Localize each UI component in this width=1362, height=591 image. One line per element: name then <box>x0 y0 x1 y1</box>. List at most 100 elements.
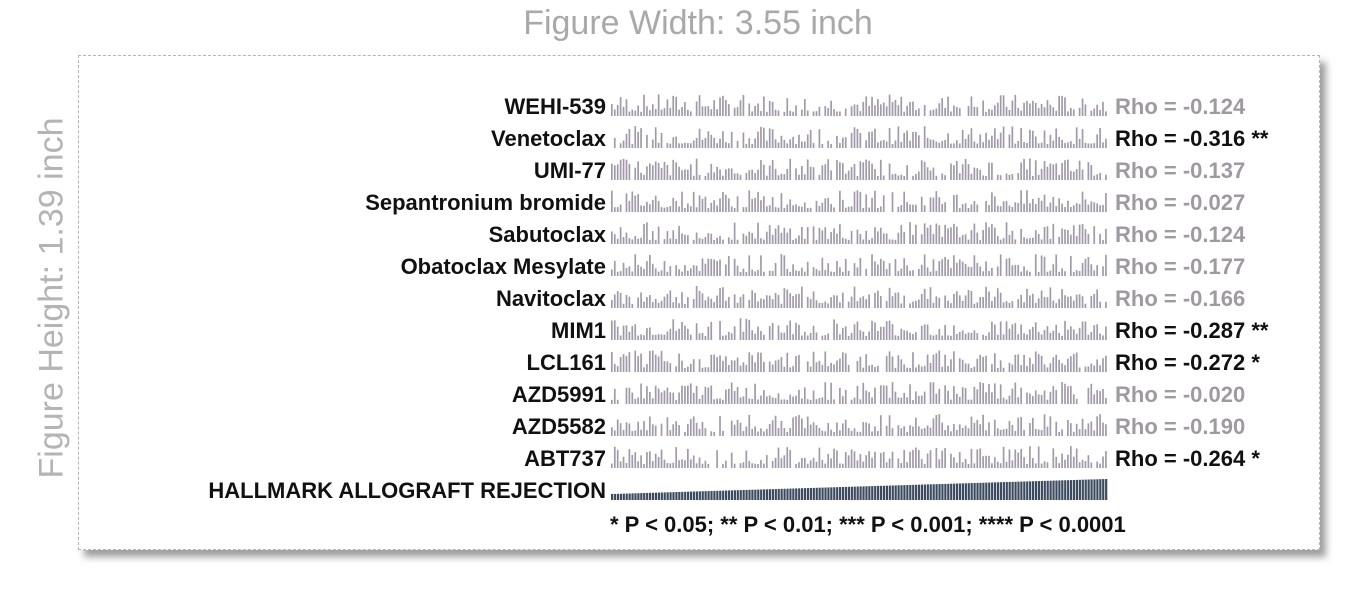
sensitivity-bar <box>760 460 762 468</box>
sensitivity-bar <box>979 382 982 404</box>
sensitivity-bar <box>1049 202 1052 212</box>
sensitivity-bar <box>1096 134 1099 148</box>
sensitivity-bar <box>891 356 894 372</box>
sensitivity-bar <box>833 364 835 372</box>
sensitivity-bar <box>666 417 669 436</box>
drug-label: WEHI-539 <box>505 94 606 119</box>
sensitivity-bar <box>1102 239 1104 244</box>
sensitivity-bar <box>806 335 809 340</box>
sensitivity-bar <box>988 205 990 212</box>
sensitivity-bar <box>783 366 786 372</box>
sensitivity-bar <box>777 294 780 308</box>
sensitivity-bar <box>824 463 827 468</box>
sensitivity-bar <box>824 351 827 372</box>
sensitivity-bar <box>1069 326 1072 340</box>
score-bar <box>771 489 774 500</box>
sensitivity-bar <box>1105 192 1107 212</box>
score-bar <box>1058 480 1061 500</box>
sensitivity-bar <box>935 270 938 276</box>
sensitivity-bar <box>862 207 865 212</box>
score-bar <box>757 489 760 500</box>
sensitivity-bar <box>692 265 695 276</box>
sensitivity-bar <box>1014 449 1017 468</box>
sensitivity-bar <box>996 428 999 436</box>
sensitivity-bar <box>874 366 876 372</box>
sensitivity-bar <box>812 167 815 180</box>
sensitivity-bar <box>751 269 754 276</box>
sensitivity-bar <box>871 238 873 244</box>
sensitivity-bar <box>625 355 628 372</box>
sensitivity-bar <box>742 95 745 116</box>
sensitivity-bar <box>727 104 730 116</box>
sensitivity-bar <box>836 111 838 116</box>
sensitivity-bar <box>684 142 686 148</box>
score-bar <box>988 482 991 500</box>
sensitivity-bar <box>874 128 876 148</box>
sensitivity-bar <box>815 111 818 116</box>
sensitivity-bar <box>695 386 698 404</box>
sensitivity-bar <box>751 233 754 244</box>
sensitivity-bar <box>646 201 648 212</box>
sensitivity-bar <box>967 428 970 436</box>
sensitivity-bar <box>646 166 648 180</box>
sensitivity-bar <box>906 431 908 436</box>
sensitivity-bar <box>812 142 815 148</box>
sensitivity-bar <box>695 101 698 116</box>
sensitivity-bar <box>850 399 853 404</box>
sensitivity-bar <box>748 414 751 436</box>
sensitivity-bar <box>748 138 751 148</box>
sensitivity-bar <box>771 160 774 180</box>
sensitivity-bar <box>1105 451 1107 468</box>
sensitivity-bar <box>1014 323 1017 340</box>
score-bar <box>725 490 728 500</box>
sensitivity-bar <box>646 430 648 436</box>
sensitivity-bar <box>844 258 847 276</box>
score-bar <box>663 492 666 500</box>
sensitivity-bar <box>953 457 955 468</box>
sensitivity-bar <box>903 330 906 340</box>
sensitivity-bar <box>844 389 847 404</box>
sensitivity-bar <box>900 359 903 372</box>
sensitivity-bar <box>912 352 914 372</box>
sensitivity-bar <box>985 200 987 212</box>
sensitivity-bar <box>1090 462 1093 468</box>
sensitivity-bar <box>1058 136 1060 148</box>
sensitivity-bar <box>1046 226 1049 244</box>
score-bar <box>739 490 742 500</box>
sensitivity-bar <box>736 419 739 436</box>
score-bar <box>909 484 912 500</box>
sensitivity-bar <box>970 173 973 180</box>
sensitivity-bar <box>1061 382 1063 404</box>
sensitivity-bar <box>1093 143 1096 148</box>
score-bar <box>964 483 967 500</box>
sensitivity-bar <box>760 126 762 148</box>
sensitivity-bar <box>847 270 850 276</box>
sensitivity-bar <box>1037 331 1040 340</box>
sensitivity-bar <box>1037 394 1040 404</box>
sensitivity-bar <box>748 255 751 276</box>
sensitivity-bar <box>704 106 707 116</box>
sensitivity-bar <box>929 271 932 276</box>
sensitivity-bar <box>1020 110 1022 116</box>
sensitivity-bar <box>996 266 999 276</box>
rho-label: Rho = -0.166 <box>1115 286 1245 311</box>
sensitivity-bar <box>953 424 955 436</box>
sensitivity-bar <box>657 302 660 308</box>
sensitivity-bar <box>955 393 958 404</box>
sensitivity-bar <box>1064 383 1066 404</box>
sensitivity-bar <box>847 170 850 180</box>
sensitivity-bar <box>657 94 660 116</box>
sensitivity-bar <box>643 463 645 468</box>
score-bar <box>789 488 792 500</box>
sensitivity-bar <box>725 100 727 116</box>
sensitivity-bar <box>751 355 754 372</box>
sensitivity-bar <box>1090 383 1093 404</box>
sensitivity-bar <box>713 431 716 436</box>
sensitivity-bar <box>689 111 692 116</box>
sensitivity-bar <box>996 288 999 308</box>
score-bar <box>1081 479 1084 500</box>
sensitivity-bar <box>1037 143 1040 148</box>
sensitivity-bar <box>1096 416 1099 436</box>
rho-label: Rho = -0.027 <box>1115 190 1245 215</box>
sensitivity-bar <box>882 195 885 212</box>
